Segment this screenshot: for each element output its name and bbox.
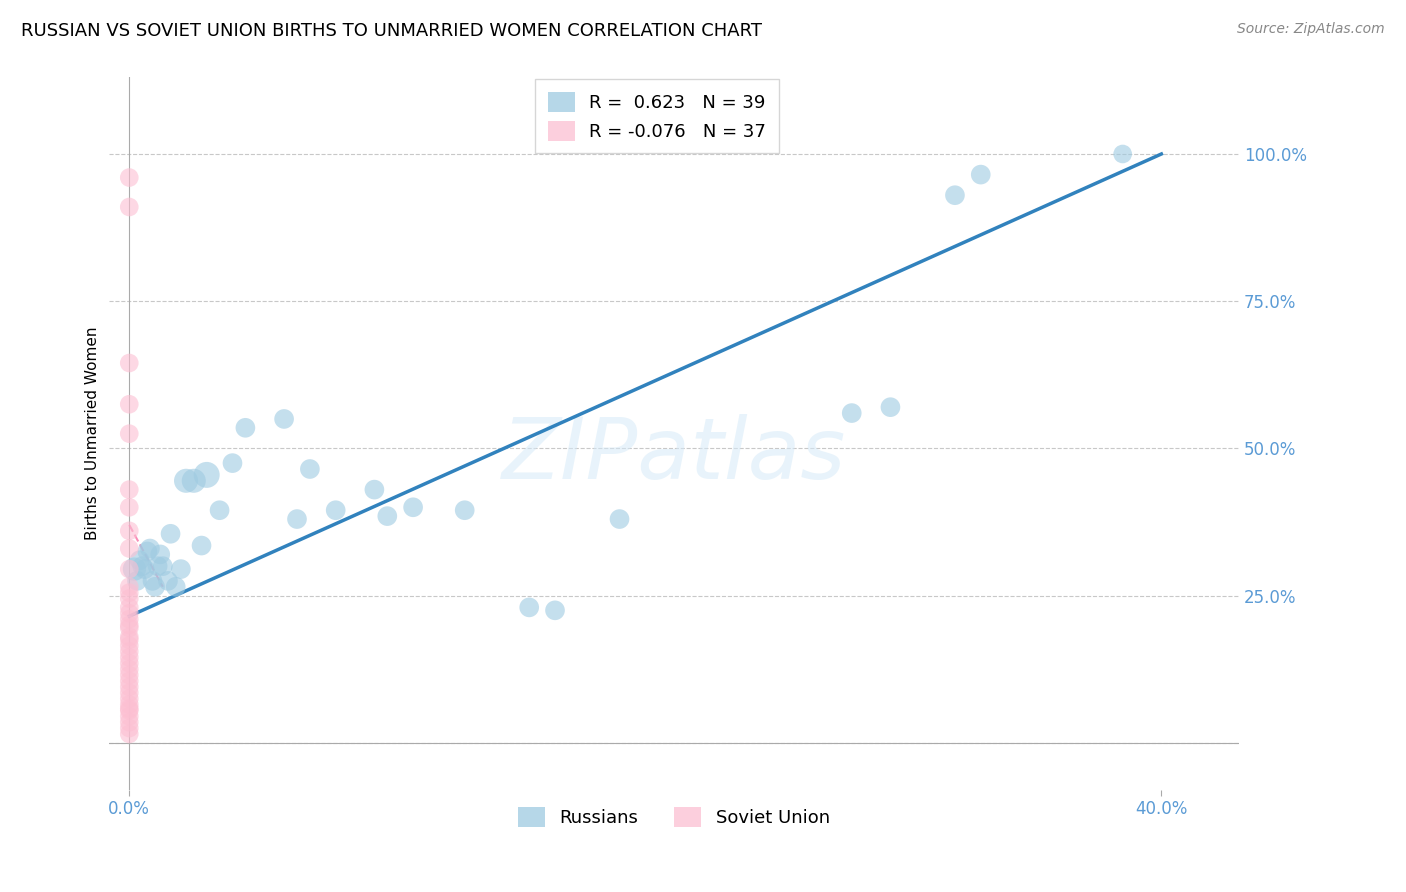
Point [454,503,477,517]
Point [118,600,141,615]
Point [195,467,218,482]
Point [1111,147,1133,161]
Point [118,483,141,497]
Point [118,524,141,538]
Point [165,580,187,594]
Point [118,607,141,621]
Point [118,686,141,700]
Point [517,600,540,615]
Point [544,603,567,617]
Point [118,657,141,671]
Point [118,715,141,730]
Point [118,500,141,515]
Point [118,632,141,647]
Point [118,668,141,682]
Point [118,701,141,715]
Point [943,188,966,202]
Point [363,483,385,497]
Point [118,662,141,676]
Point [118,691,141,706]
Y-axis label: Births to Unmarried Women: Births to Unmarried Women [86,327,100,541]
Point [118,170,141,185]
Point [156,574,179,588]
Point [118,591,141,606]
Point [221,456,243,470]
Point [118,612,141,626]
Point [118,703,141,717]
Point [118,618,141,632]
Point [879,400,901,414]
Point [118,721,141,735]
Point [118,200,141,214]
Text: RUSSIAN VS SOVIET UNION BIRTHS TO UNMARRIED WOMEN CORRELATION CHART: RUSSIAN VS SOVIET UNION BIRTHS TO UNMARR… [21,22,762,40]
Point [285,512,308,526]
Point [141,574,163,588]
Point [402,500,425,515]
Text: ZIPatlas: ZIPatlas [502,414,846,497]
Point [375,509,398,524]
Point [273,412,295,426]
Point [136,544,159,558]
Point [118,580,141,594]
Point [118,541,141,556]
Point [118,562,141,576]
Point [118,639,141,653]
Point [152,559,174,574]
Point [174,474,197,488]
Point [118,673,141,688]
Point [118,650,141,665]
Point [118,585,141,599]
Point [118,426,141,441]
Point [118,630,141,644]
Point [139,541,162,556]
Point [146,559,169,574]
Point [134,562,156,576]
Point [170,562,193,576]
Text: Source: ZipAtlas.com: Source: ZipAtlas.com [1237,22,1385,37]
Point [235,421,257,435]
Point [125,574,148,588]
Point [131,559,153,574]
Point [118,709,141,723]
Legend: Russians, Soviet Union: Russians, Soviet Union [510,800,837,834]
Point [118,680,141,694]
Point [159,526,181,541]
Point [118,727,141,741]
Point [128,553,150,567]
Point [118,644,141,658]
Point [149,548,172,562]
Point [208,503,231,517]
Point [118,356,141,370]
Point [124,562,146,576]
Point [841,406,863,420]
Point [190,539,212,553]
Point [183,474,205,488]
Point [143,580,166,594]
Point [298,462,321,476]
Point [970,168,993,182]
Point [325,503,347,517]
Point [118,397,141,411]
Point [118,621,141,635]
Point [609,512,631,526]
Point [118,698,141,712]
